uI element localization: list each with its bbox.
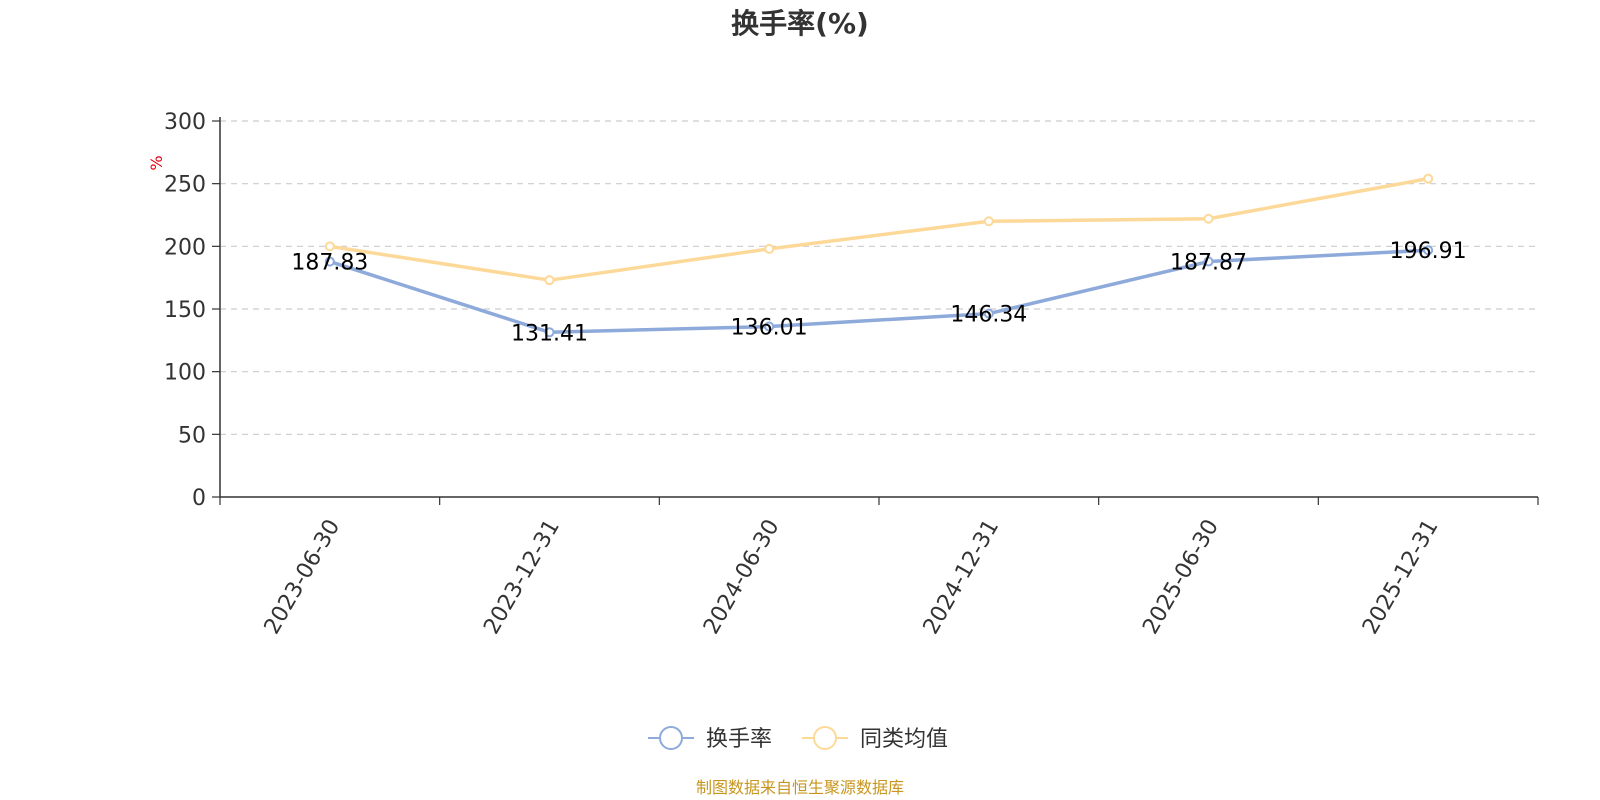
y-axis-unit: %: [147, 155, 166, 170]
x-tick-label: 2025-12-31: [1358, 515, 1444, 638]
data-point[interactable]: [544, 275, 555, 286]
data-label: 187.83: [291, 251, 368, 276]
axes: 0 50 100 150 200 250 300 2023-06-30 2023-12-31 20…: [164, 110, 1539, 639]
data-label: 146.34: [950, 303, 1027, 328]
data-labels: 187.83 131.41 136.01 146.34 187.87 196.91: [291, 239, 1466, 346]
x-tick-label: 2024-06-30: [699, 515, 785, 638]
data-label: 131.41: [511, 321, 588, 346]
chart-title: 换手率(%): [731, 7, 869, 40]
data-point[interactable]: [983, 308, 994, 319]
x-tick-label: 2023-12-31: [479, 515, 565, 638]
data-label: 196.91: [1390, 239, 1467, 264]
data-point[interactable]: [324, 256, 335, 267]
x-tick-label: 2023-06-30: [260, 515, 346, 638]
y-tick-label: 300: [164, 110, 206, 135]
legend-item[interactable]: 同类均值: [802, 726, 948, 752]
data-point[interactable]: [983, 216, 994, 227]
y-tick-label: 250: [164, 173, 206, 198]
legend-label: 同类均值: [860, 727, 948, 752]
data-point[interactable]: [764, 321, 775, 332]
y-tick-label: 150: [164, 298, 206, 323]
data-point[interactable]: [1423, 173, 1434, 184]
y-tick-label: 50: [178, 423, 206, 448]
series-layer: [324, 173, 1434, 338]
series-line: [329, 248, 1429, 335]
legend[interactable]: 换手率 同类均值: [648, 726, 948, 752]
data-point[interactable]: [544, 327, 555, 338]
grid-lines: [220, 120, 1538, 435]
series-line: [329, 176, 1429, 282]
data-point[interactable]: [1203, 256, 1214, 267]
legend-circle-icon: [659, 726, 683, 750]
x-tick-label: 2025-06-30: [1138, 515, 1224, 638]
y-tick-label: 0: [192, 486, 206, 511]
data-label: 136.01: [731, 316, 808, 341]
legend-label: 换手率: [706, 727, 772, 752]
y-tick-label: 200: [164, 235, 206, 260]
y-tick-label: 100: [164, 361, 206, 386]
x-tick-label: 2024-12-31: [919, 515, 1005, 638]
data-point[interactable]: [1203, 213, 1214, 224]
data-point[interactable]: [1423, 245, 1434, 256]
data-source-note: 制图数据来自恒生聚源数据库: [696, 778, 904, 797]
legend-item[interactable]: 换手率: [648, 726, 772, 752]
legend-circle-icon: [813, 726, 837, 750]
data-point[interactable]: [324, 241, 335, 252]
data-label: 187.87: [1170, 251, 1247, 276]
data-point[interactable]: [764, 243, 775, 254]
